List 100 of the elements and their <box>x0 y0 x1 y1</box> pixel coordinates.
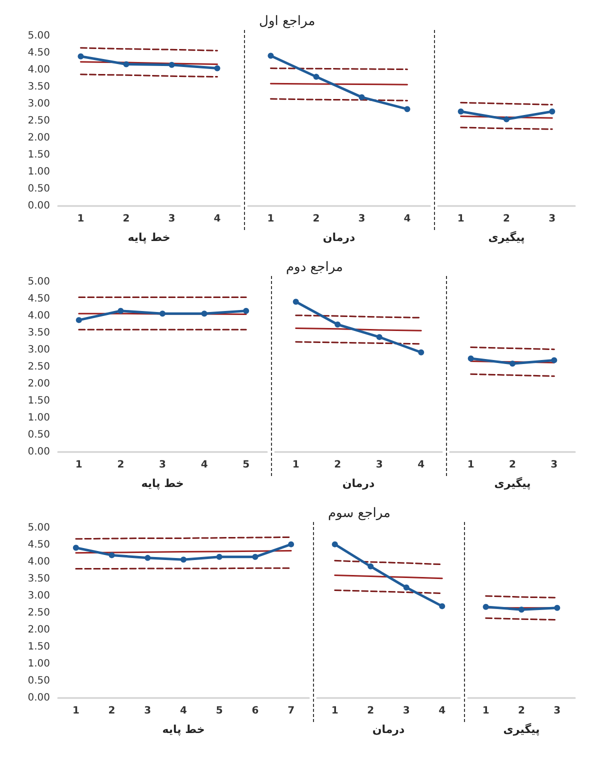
x-tick-label: 1 <box>457 214 464 224</box>
y-tick-label: 3.50 <box>28 574 50 584</box>
point <box>268 52 274 59</box>
x-tick-label: 3 <box>144 706 152 716</box>
x-tick-label: 4 <box>200 460 208 470</box>
y-tick-label: 4.00 <box>28 556 50 568</box>
x-tick-label: 3 <box>550 460 558 470</box>
x-tick-label: 2 <box>367 706 374 716</box>
point <box>180 556 186 563</box>
point <box>292 298 299 305</box>
y-tick-label: 1.50 <box>28 150 50 160</box>
point <box>123 61 130 68</box>
y-tick-label: 2.50 <box>28 362 50 372</box>
y-tick-label: 3.00 <box>28 344 50 356</box>
y-tick-label: 0.50 <box>28 184 50 194</box>
y-tick-label: 3.00 <box>28 98 50 110</box>
x-tick-label: 2 <box>334 460 342 470</box>
x-axis-title: درمان <box>372 723 406 736</box>
x-tick-label: 5 <box>216 706 223 716</box>
point <box>403 584 410 590</box>
point <box>78 53 84 60</box>
x-tick-label: 3 <box>168 214 176 224</box>
x-tick-label: 2 <box>117 460 124 470</box>
point <box>144 554 151 561</box>
x-tick-label: 1 <box>331 706 338 716</box>
x-axis-title: پیگیری <box>488 231 525 244</box>
x-tick-label: 3 <box>159 460 166 470</box>
point <box>252 554 258 560</box>
x-tick-label: 3 <box>358 214 366 224</box>
y-tick-label: 0.00 <box>28 200 50 212</box>
chart-title: مراجع اول <box>259 14 316 29</box>
y-tick-label: 3.50 <box>28 82 50 92</box>
x-tick-label: 3 <box>376 460 383 470</box>
x-tick-label: 2 <box>108 706 116 716</box>
x-tick-label: 2 <box>122 214 130 224</box>
x-axis-title: پیگیری <box>503 723 540 736</box>
point <box>358 94 365 100</box>
x-tick-label: 1 <box>467 460 474 470</box>
y-tick-label: 1.50 <box>28 396 50 406</box>
point <box>404 106 410 112</box>
y-tick-label: 2.00 <box>28 132 50 144</box>
y-tick-label: 2.00 <box>28 378 50 390</box>
x-tick-label: 7 <box>288 706 295 716</box>
x-axis-title: خط پایه <box>162 723 205 736</box>
x-tick-label: 1 <box>267 214 274 224</box>
x-axis-title: خط پایه <box>128 231 170 244</box>
y-tick-label: 4.50 <box>28 48 50 58</box>
y-tick-label: 4.00 <box>28 310 50 322</box>
point <box>334 322 341 328</box>
y-tick-label: 4.00 <box>28 64 50 76</box>
y-tick-label: 5.00 <box>28 522 50 534</box>
point <box>332 541 338 548</box>
y-tick-label: 5.00 <box>28 30 50 42</box>
point <box>439 603 446 610</box>
x-tick-label: 6 <box>252 706 259 716</box>
x-axis-title: درمان <box>342 477 376 490</box>
x-axis-title: خط پایه <box>141 477 184 490</box>
point <box>108 552 115 558</box>
y-tick-label: 1.50 <box>28 642 50 652</box>
point <box>418 349 424 356</box>
y-tick-label: 2.50 <box>28 608 50 618</box>
x-tick-label: 4 <box>404 214 411 224</box>
x-tick-label: 4 <box>418 460 425 470</box>
x-tick-label: 4 <box>214 214 221 224</box>
y-tick-label: 5.00 <box>28 276 50 288</box>
chart-title: مراجع دوم <box>286 260 343 275</box>
x-tick-label: 1 <box>77 214 84 224</box>
point <box>376 334 382 340</box>
y-tick-label: 0.00 <box>28 446 50 458</box>
point <box>214 65 220 72</box>
y-tick-label: 1.00 <box>28 166 50 178</box>
point <box>313 74 320 80</box>
point <box>72 544 79 551</box>
y-tick-label: 0.50 <box>28 676 50 686</box>
x-tick-label: 1 <box>292 460 300 470</box>
x-axis-title: پیگیری <box>494 477 531 490</box>
x-tick-label: 2 <box>312 214 320 224</box>
x-axis-title: درمان <box>322 231 356 244</box>
x-tick-label: 2 <box>509 460 516 470</box>
chart-title: مراجع سوم <box>328 506 390 521</box>
x-tick-label: 4 <box>438 706 446 716</box>
y-tick-label: 1.00 <box>28 412 50 424</box>
x-tick-label: 2 <box>518 706 526 716</box>
x-tick-label: 4 <box>180 706 188 716</box>
y-tick-label: 3.00 <box>28 590 50 602</box>
x-tick-label: 1 <box>72 706 80 716</box>
y-tick-label: 0.50 <box>28 430 50 440</box>
x-tick-label: 2 <box>503 214 510 224</box>
point <box>168 62 175 68</box>
point <box>368 563 374 570</box>
y-tick-label: 2.50 <box>28 116 50 126</box>
y-tick-label: 3.50 <box>28 328 50 338</box>
point <box>216 554 222 560</box>
y-tick-label: 4.50 <box>28 540 50 550</box>
y-tick-label: 1.00 <box>28 658 50 670</box>
y-tick-label: 0.00 <box>28 692 50 704</box>
point <box>288 541 294 548</box>
y-tick-label: 2.00 <box>28 624 50 636</box>
y-tick-label: 4.50 <box>28 294 50 304</box>
x-tick-label: 3 <box>548 214 556 224</box>
